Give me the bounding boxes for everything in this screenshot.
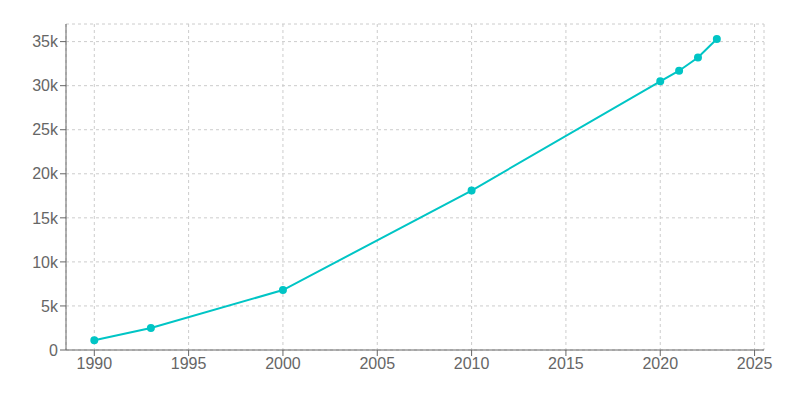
svg-text:5k: 5k [41,298,59,315]
svg-text:2025: 2025 [737,355,773,372]
svg-text:10k: 10k [32,254,59,271]
svg-text:20k: 20k [32,165,59,182]
svg-text:1990: 1990 [77,355,113,372]
svg-text:30k: 30k [32,77,59,94]
svg-text:1995: 1995 [171,355,207,372]
svg-text:2000: 2000 [265,355,301,372]
svg-text:2020: 2020 [642,355,678,372]
svg-text:0: 0 [49,342,58,359]
svg-text:2005: 2005 [359,355,395,372]
svg-text:25k: 25k [32,121,59,138]
svg-text:2015: 2015 [548,355,584,372]
svg-text:2010: 2010 [454,355,490,372]
svg-text:35k: 35k [32,33,59,50]
svg-text:15k: 15k [32,210,59,227]
